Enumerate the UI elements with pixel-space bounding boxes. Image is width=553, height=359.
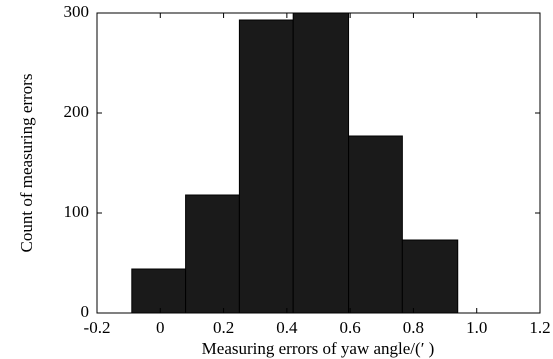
x-tick-label: 0.4 (276, 318, 298, 337)
x-tick-label: 0.8 (403, 318, 424, 337)
y-tick-label: 200 (64, 102, 90, 121)
y-tick-label: 300 (64, 2, 90, 21)
x-tick-label: 0.2 (213, 318, 234, 337)
bar (131, 268, 187, 314)
x-tick-label: 1.0 (466, 318, 487, 337)
x-axis-label: Measuring errors of yaw angle/(′ ) (202, 339, 435, 358)
y-tick-label: 100 (64, 202, 90, 221)
bar (238, 19, 294, 314)
plot-frame (96, 12, 541, 314)
x-tick-label: 1.2 (529, 318, 550, 337)
y-tick-label: 0 (81, 302, 90, 321)
bar (292, 12, 350, 314)
x-tick-label: 0.6 (340, 318, 361, 337)
bar (401, 239, 459, 314)
x-tick-label: 0 (156, 318, 165, 337)
bar (348, 135, 403, 314)
x-tick-label: -0.2 (84, 318, 111, 337)
bar (185, 194, 240, 314)
y-axis-label: Count of measuring errors (17, 74, 36, 253)
